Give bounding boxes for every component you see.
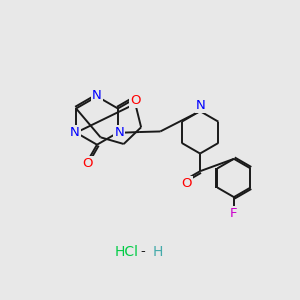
Text: O: O (182, 177, 192, 190)
Text: N: N (70, 126, 80, 139)
Text: O: O (130, 94, 140, 107)
Text: HCl: HCl (114, 244, 138, 259)
Text: H: H (153, 244, 163, 259)
Text: O: O (82, 157, 92, 170)
Text: N: N (115, 126, 124, 139)
Text: F: F (230, 207, 238, 220)
Text: N: N (92, 89, 102, 102)
Text: -: - (140, 245, 145, 258)
Text: N: N (196, 99, 206, 112)
